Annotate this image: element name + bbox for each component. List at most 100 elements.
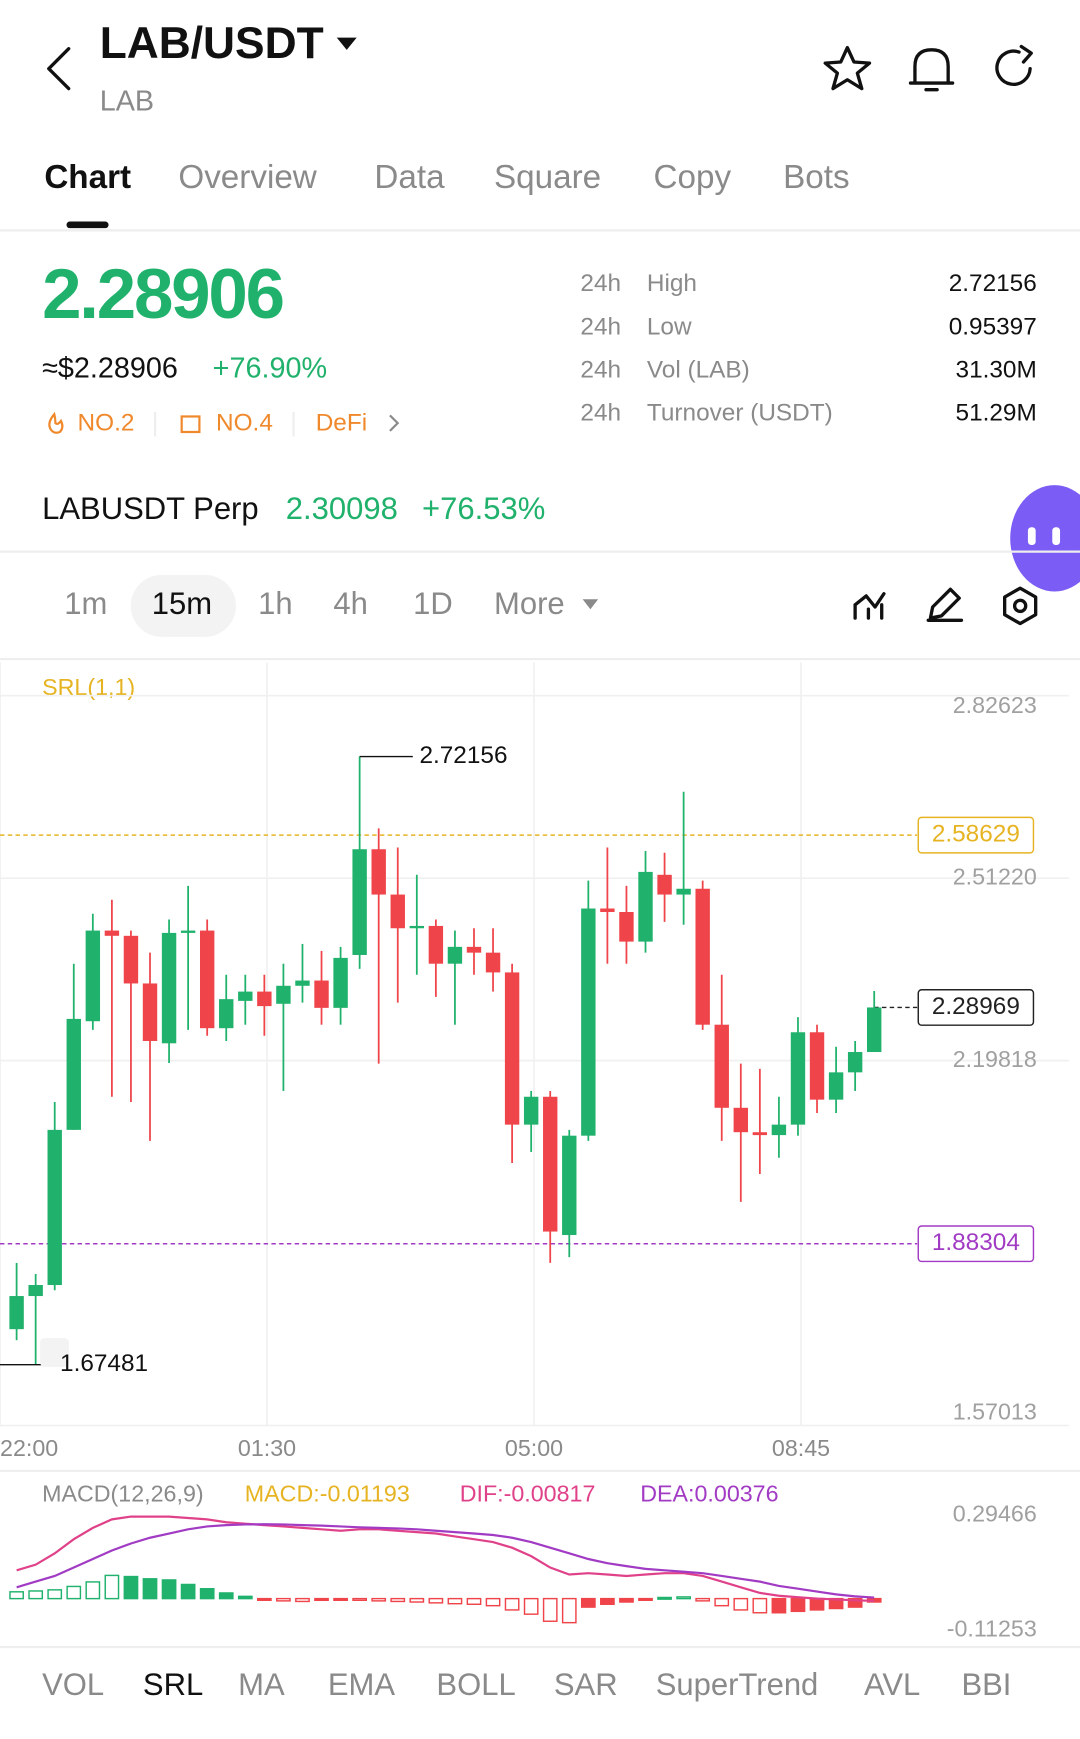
price-line-label: 2.28969: [932, 993, 1020, 1020]
macd-bar: [9, 1591, 24, 1600]
timeframe[interactable]: 15m: [152, 586, 212, 621]
back-button[interactable]: [47, 47, 71, 91]
macd-bar: [485, 1597, 501, 1607]
timeframe[interactable]: More: [494, 586, 565, 621]
candle-body: [66, 1018, 81, 1130]
candle-body: [466, 946, 482, 953]
y-tick-label: 2.19818: [953, 1046, 1037, 1072]
tab[interactable]: Copy: [654, 159, 732, 196]
draw-button[interactable]: [926, 587, 964, 622]
indicator-tab[interactable]: EMA: [328, 1667, 396, 1702]
settings-button[interactable]: [1002, 586, 1038, 626]
y-tick-label: 0.29466: [953, 1500, 1037, 1526]
legend-entry: DIF:-0.00817: [460, 1480, 596, 1506]
macd-bar: [142, 1578, 158, 1600]
candle-body: [733, 1107, 748, 1133]
share-button[interactable]: [995, 44, 1033, 86]
tab[interactable]: Bots: [783, 159, 849, 196]
timeframe[interactable]: 1h: [258, 586, 292, 621]
stat-period: 24h: [580, 313, 621, 340]
candle-body: [867, 1007, 882, 1053]
tag[interactable]: DeFi: [316, 410, 367, 437]
candle-body: [371, 849, 386, 895]
candle-body: [104, 930, 120, 936]
pair-dropdown[interactable]: [336, 37, 357, 50]
macd-bar: [428, 1597, 444, 1604]
candle-body: [238, 991, 253, 1001]
indicator-tab[interactable]: SRL: [143, 1667, 203, 1702]
legend-entry: MACD:-0.01193: [245, 1480, 410, 1506]
candle-body: [333, 957, 348, 1008]
candle-body: [257, 991, 272, 1007]
candle-body: [714, 1024, 729, 1108]
macd-chart: MACD(12,26,9) 0.29466 -0.11253 MACD:-0.011…: [9, 1480, 1037, 1642]
timeframe-active-bg: [130, 574, 236, 637]
price-line-box: [917, 816, 1035, 854]
price-line-label: 2.58629: [932, 821, 1020, 848]
candle-body: [314, 980, 329, 1008]
tab[interactable]: Data: [374, 159, 445, 196]
candle-body: [428, 925, 444, 964]
macd-line: [16, 1523, 875, 1599]
timeframe[interactable]: 1m: [64, 586, 107, 621]
candle-body: [695, 888, 710, 1025]
tag[interactable]: NO.4: [216, 410, 273, 437]
pair-title[interactable]: LAB/USDT: [100, 19, 324, 68]
indicator-tab[interactable]: SAR: [554, 1667, 618, 1702]
indicator-bar: VOL SRL MA EMA BOLL SAR SuperTrend AVL BBI: [42, 1667, 1011, 1702]
indicator-tab[interactable]: VOL: [42, 1667, 104, 1702]
macd-bar: [504, 1597, 520, 1611]
legend-entry: DEA:0.00376: [640, 1480, 778, 1506]
stat-value: 31.30M: [956, 356, 1037, 383]
tab[interactable]: Chart: [44, 159, 131, 196]
macd-bar: [752, 1597, 768, 1614]
macd-bar: [657, 1596, 672, 1600]
indicator-button[interactable]: [853, 592, 886, 620]
macd-bar: [714, 1597, 730, 1607]
indicator-tab[interactable]: BOLL: [436, 1667, 515, 1702]
base-asset: LAB: [100, 86, 154, 118]
stat-label: Vol (LAB): [647, 356, 750, 383]
favorite-button[interactable]: [823, 45, 872, 91]
tag[interactable]: NO.2: [78, 410, 135, 437]
candle-body: [180, 930, 196, 933]
candle-body: [28, 1285, 43, 1297]
stat-label: Turnover (USDT): [647, 400, 833, 427]
tag-row: NO.2 NO.4 DeFi: [48, 410, 400, 437]
tab[interactable]: Square: [494, 159, 601, 196]
timeframe[interactable]: 1D: [413, 586, 453, 621]
assistant-bubble[interactable]: [1010, 485, 1080, 592]
timeframe-bar: 1m 15m 1h 4h 1D More: [64, 586, 564, 621]
timeframe[interactable]: 4h: [333, 586, 367, 621]
indicator-tab[interactable]: SuperTrend: [656, 1667, 819, 1702]
perp-name[interactable]: LABUSDT Perp: [42, 491, 259, 526]
tag-chevron[interactable]: [389, 414, 400, 432]
macd-bar: [695, 1597, 711, 1602]
candle-body: [657, 874, 672, 895]
indicator-tab[interactable]: AVL: [864, 1667, 920, 1702]
assistant-eye: [1052, 527, 1061, 545]
macd-bar: [314, 1597, 329, 1602]
stat-value: 2.72156: [949, 270, 1037, 297]
price-line-label: 1.88304: [932, 1229, 1020, 1256]
candle-body: [9, 1296, 24, 1330]
macd-bar: [66, 1585, 82, 1600]
tab[interactable]: Overview: [178, 159, 317, 196]
candle-body: [676, 888, 691, 895]
stat-period: 24h: [580, 270, 621, 297]
indicator-tab[interactable]: MA: [238, 1667, 285, 1702]
candle-body: [390, 894, 405, 929]
candle-body: [276, 985, 291, 1004]
macd-bar: [104, 1574, 120, 1600]
macd-bar: [638, 1597, 653, 1601]
macd-bar: [600, 1597, 615, 1605]
expand-button[interactable]: [40, 1338, 69, 1367]
more-dropdown[interactable]: [582, 599, 599, 610]
indicator-tab[interactable]: BBI: [961, 1667, 1011, 1702]
alert-button[interactable]: [908, 48, 955, 92]
stat-period: 24h: [580, 400, 621, 427]
candle-body: [752, 1132, 768, 1136]
candle-body: [352, 849, 367, 955]
tag-icon: [48, 411, 64, 434]
candle-body: [771, 1124, 787, 1136]
